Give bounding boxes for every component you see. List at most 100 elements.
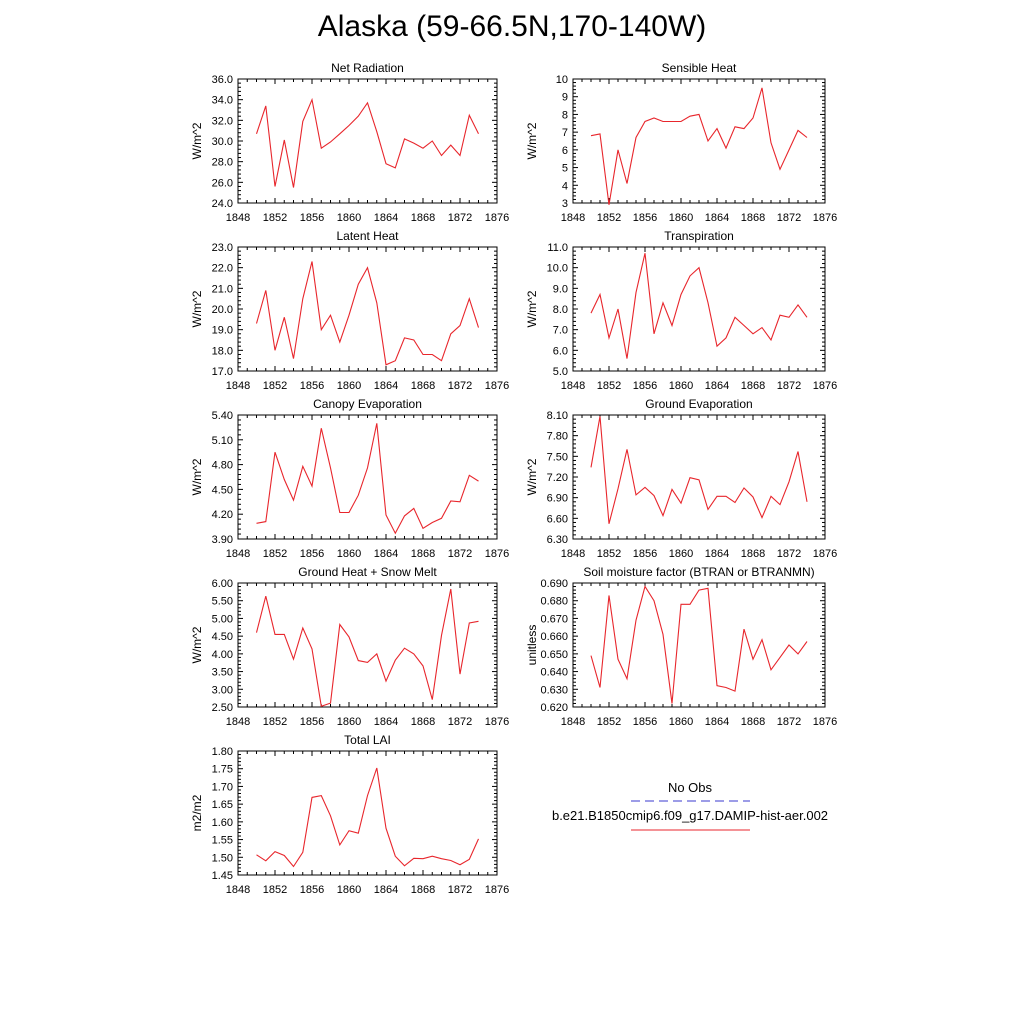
y-axis-label: W/m^2 <box>525 458 539 495</box>
y-tick-label: 6 <box>562 145 568 157</box>
y-tick-label: 21.0 <box>212 283 233 295</box>
y-tick-label: 5 <box>562 163 568 175</box>
x-tick-label: 1860 <box>337 380 361 392</box>
y-tick-label: 4.50 <box>212 631 233 643</box>
x-tick-label: 1872 <box>448 716 472 728</box>
legend-model-label: b.e21.B1850cmip6.f09_g17.DAMIP-hist-aer.… <box>552 808 828 823</box>
x-tick-label: 1864 <box>374 380 398 392</box>
y-tick-label: 1.70 <box>212 781 233 793</box>
x-tick-label: 1864 <box>705 548 729 560</box>
plot-frame <box>573 247 825 371</box>
y-axis-label: unitless <box>525 625 539 666</box>
x-tick-label: 1860 <box>337 884 361 896</box>
y-tick-label: 1.75 <box>212 764 233 776</box>
x-tick-label: 1864 <box>374 716 398 728</box>
x-tick-label: 1848 <box>561 380 585 392</box>
x-tick-label: 1856 <box>300 548 324 560</box>
plot-frame <box>238 751 497 875</box>
y-tick-label: 5.10 <box>212 435 233 447</box>
x-tick-label: 1852 <box>263 212 287 224</box>
y-tick-label: 4.00 <box>212 649 233 661</box>
plot-frame <box>238 415 497 539</box>
y-tick-label: 36.0 <box>212 74 233 86</box>
y-tick-label: 17.0 <box>212 366 233 378</box>
panel-2: Sensible Heat W/m^2 1848 1852 1856 1860 1864 18… <box>525 61 837 224</box>
y-tick-label: 4.80 <box>212 460 233 472</box>
x-tick-label: 1872 <box>777 548 801 560</box>
y-tick-label: 0.670 <box>540 613 568 625</box>
panel-title: Canopy Evaporation <box>313 397 422 411</box>
y-tick-label: 11.0 <box>547 242 568 254</box>
panel-5: Canopy Evaporation W/m^2 1848 1852 1856 1860 1… <box>190 397 509 560</box>
x-tick-label: 1876 <box>813 380 837 392</box>
series-line-1 <box>591 416 807 523</box>
y-tick-label: 0.630 <box>540 684 568 696</box>
series-line-1 <box>591 88 807 205</box>
x-tick-label: 1848 <box>561 716 585 728</box>
y-tick-label: 24.0 <box>212 198 233 210</box>
x-tick-label: 1848 <box>561 212 585 224</box>
x-tick-label: 1856 <box>300 716 324 728</box>
series-line-1 <box>591 587 807 704</box>
y-tick-label: 4.50 <box>212 484 233 496</box>
y-tick-label: 5.00 <box>212 613 233 625</box>
y-tick-label: 7.80 <box>547 431 568 443</box>
y-tick-label: 0.650 <box>540 649 568 661</box>
y-tick-label: 10 <box>556 74 568 86</box>
x-tick-label: 1868 <box>411 380 435 392</box>
plot-frame <box>573 79 825 203</box>
y-tick-label: 4.20 <box>212 509 233 521</box>
y-tick-label: 2.50 <box>212 702 233 714</box>
x-tick-label: 1876 <box>485 884 509 896</box>
panel-8: Soil moisture factor (BTRAN or BTRANMN) u… <box>525 565 837 728</box>
panel-title: Soil moisture factor (BTRAN or BTRANMN) <box>583 565 814 579</box>
x-tick-label: 1848 <box>226 548 250 560</box>
y-tick-label: 7.50 <box>547 451 568 463</box>
panel-title: Latent Heat <box>336 229 399 243</box>
y-tick-label: 0.660 <box>540 631 568 643</box>
x-tick-label: 1852 <box>263 716 287 728</box>
panel-1: Net Radiation W/m^2 1848 1852 1856 1860 1864 18… <box>190 61 509 224</box>
y-axis-label: W/m^2 <box>190 122 204 159</box>
y-axis-label: W/m^2 <box>525 290 539 327</box>
y-axis-label: W/m^2 <box>190 458 204 495</box>
panel-title: Total LAI <box>344 733 391 747</box>
series-line-1 <box>257 262 479 365</box>
x-tick-label: 1872 <box>448 380 472 392</box>
panel-title: Sensible Heat <box>662 61 737 75</box>
x-tick-label: 1868 <box>741 380 765 392</box>
panel-6: Ground EvaporationW/m^21848 1852 1856 1860 1… <box>525 397 837 560</box>
x-tick-label: 1852 <box>263 884 287 896</box>
x-tick-label: 1848 <box>226 212 250 224</box>
plot-frame <box>238 583 497 707</box>
x-tick-label: 1860 <box>337 548 361 560</box>
y-tick-label: 8.0 <box>553 304 568 316</box>
legend-obs-label: No Obs <box>668 780 713 795</box>
x-tick-label: 1856 <box>300 212 324 224</box>
x-tick-label: 1860 <box>669 716 693 728</box>
y-tick-label: 34.0 <box>212 95 233 107</box>
y-tick-label: 23.0 <box>212 242 233 254</box>
y-tick-label: 3.90 <box>212 534 233 546</box>
panel-3: Latent HeatW/m^21848 1852 1856 1860 1864 1868… <box>190 229 509 392</box>
x-tick-label: 1872 <box>777 716 801 728</box>
y-tick-label: 6.60 <box>547 513 568 525</box>
x-tick-label: 1852 <box>597 212 621 224</box>
y-tick-label: 1.55 <box>212 835 233 847</box>
y-tick-label: 7.0 <box>553 325 568 337</box>
plot-frame <box>573 583 825 707</box>
x-tick-label: 1872 <box>448 548 472 560</box>
y-tick-label: 3.00 <box>212 684 233 696</box>
x-tick-label: 1848 <box>226 716 250 728</box>
y-tick-label: 30.0 <box>212 136 233 148</box>
y-tick-label: 7.20 <box>547 472 568 484</box>
y-axis-label: W/m^2 <box>190 290 204 327</box>
x-tick-label: 1856 <box>633 548 657 560</box>
y-tick-label: 1.45 <box>212 870 233 882</box>
y-axis-label: m2/m2 <box>190 794 204 831</box>
y-tick-label: 7 <box>562 127 568 139</box>
y-tick-label: 18.0 <box>212 345 233 357</box>
y-tick-label: 9.0 <box>553 283 568 295</box>
y-tick-label: 20.0 <box>212 304 233 316</box>
